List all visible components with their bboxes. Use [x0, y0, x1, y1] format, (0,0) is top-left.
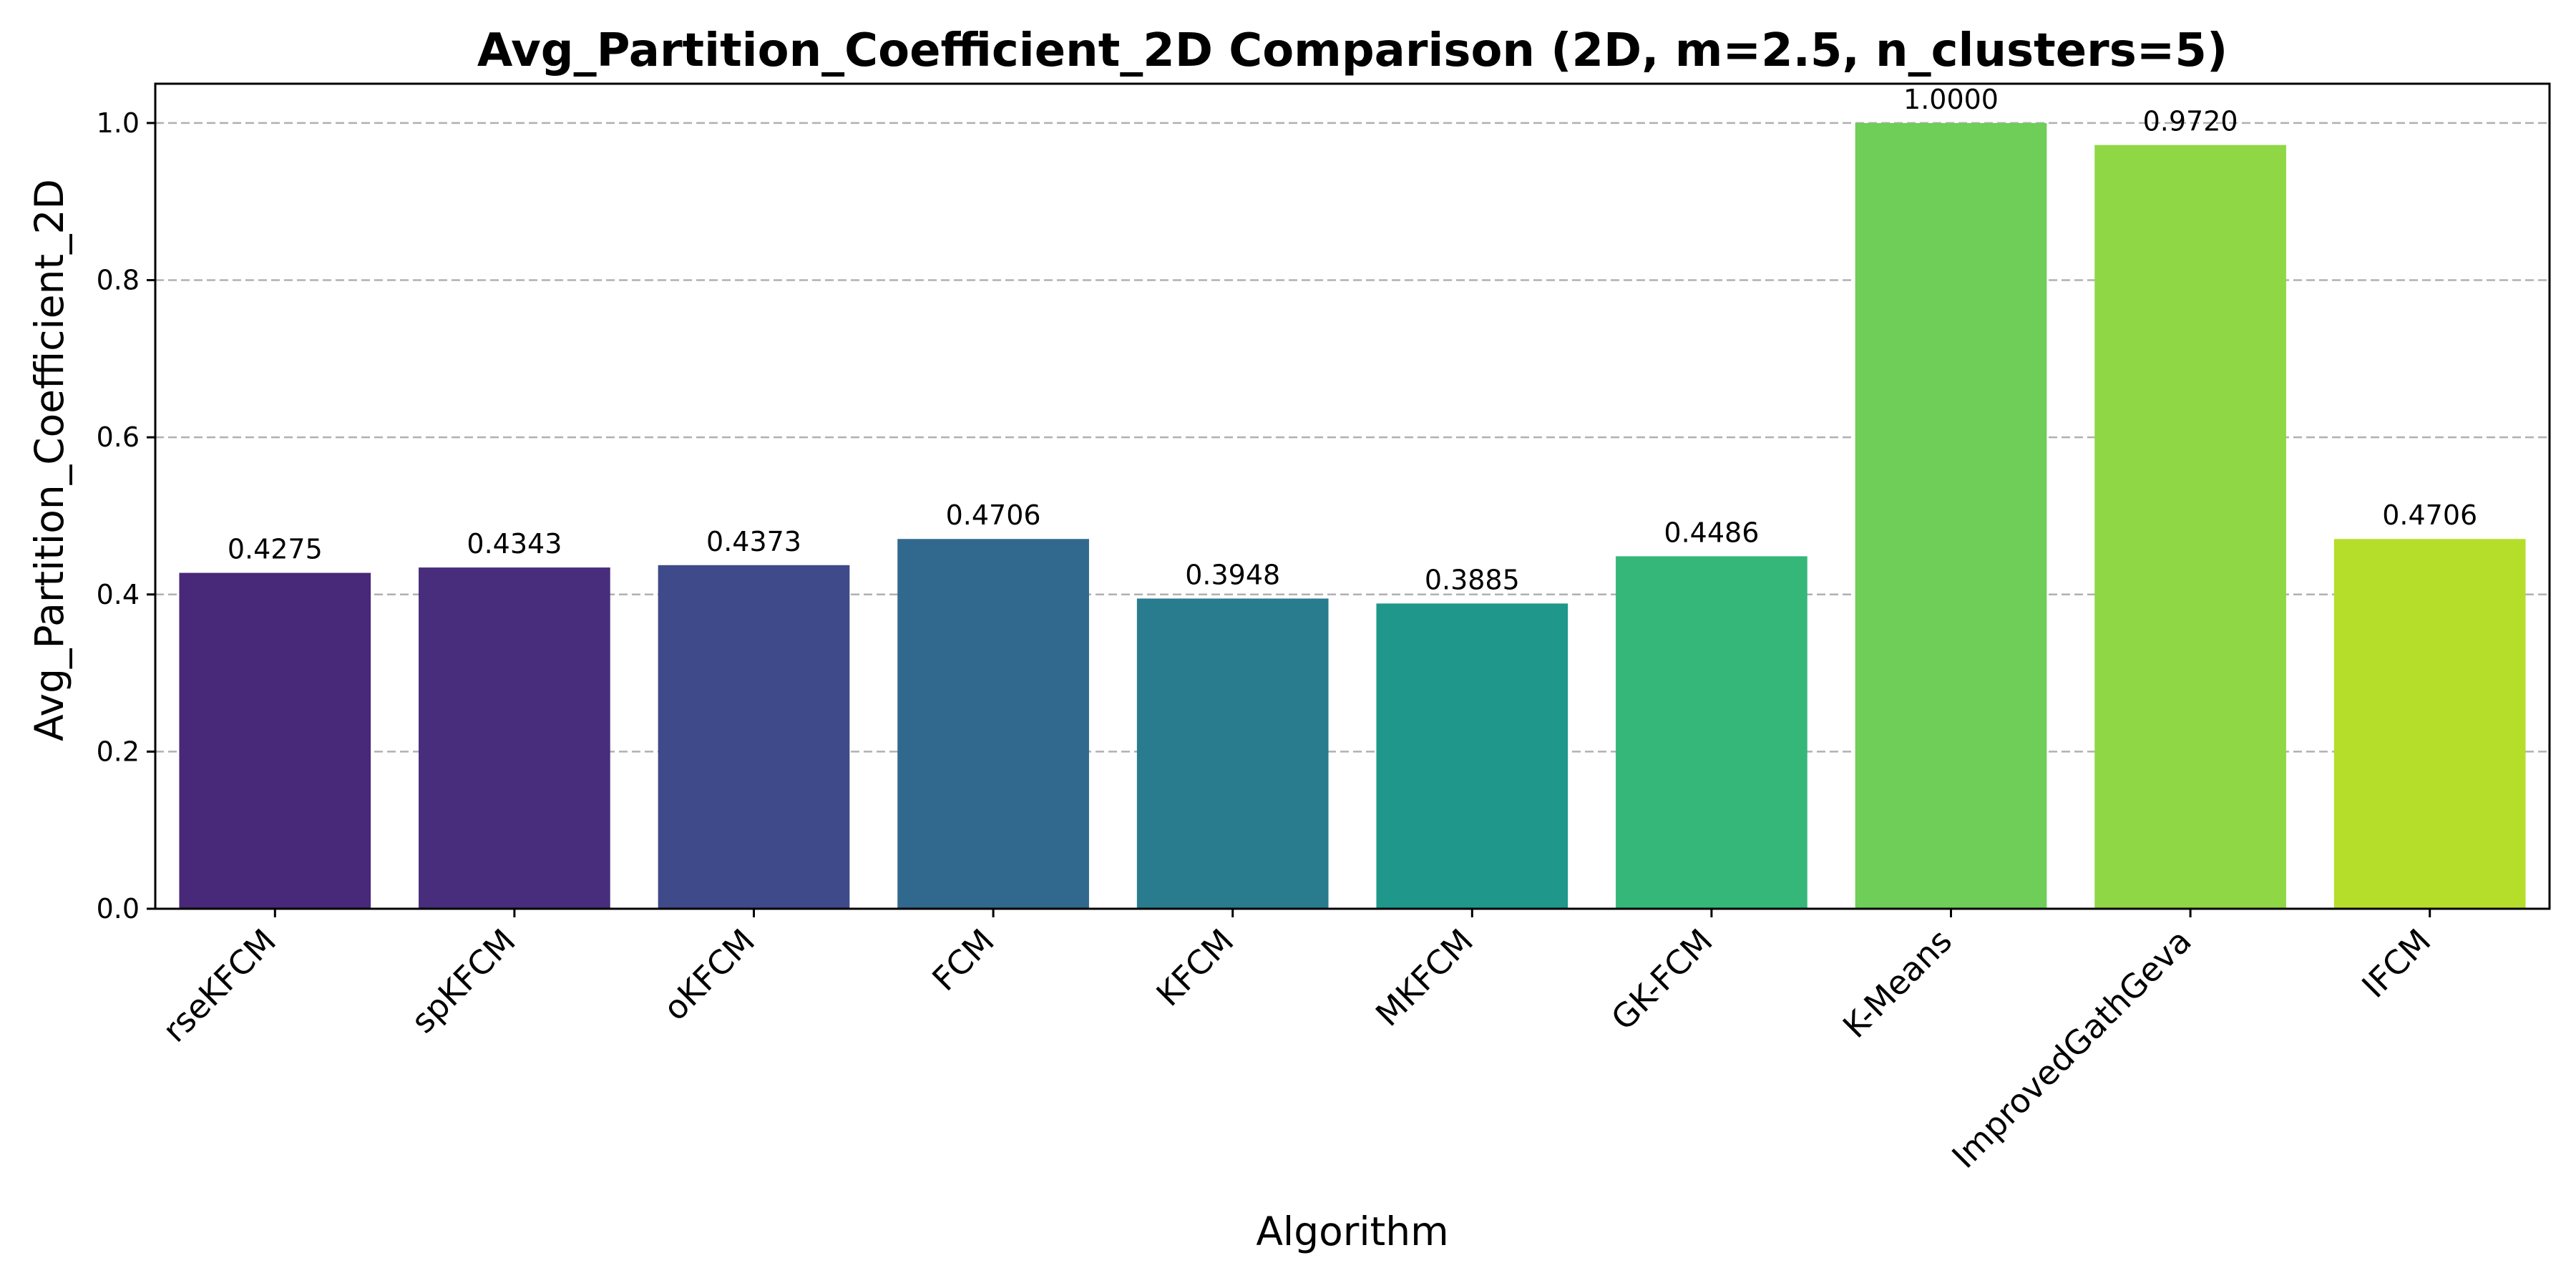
bars [179, 122, 2526, 909]
bar [179, 572, 371, 909]
bar-value-label: 0.4486 [1664, 517, 1759, 548]
y-tick-label: 0.2 [97, 736, 140, 767]
y-tick-label: 1.0 [97, 107, 140, 139]
bar [897, 539, 1089, 909]
x-axis-label: Algorithm [1256, 1209, 1448, 1254]
y-axis-ticks: 0.0 0.2 0.4 0.6 0.8 1.0 [97, 107, 155, 924]
bar-value-label: 0.4343 [467, 528, 562, 560]
bar [1616, 556, 1807, 909]
bar [2333, 539, 2526, 909]
bar-value-label: 0.4373 [706, 526, 801, 557]
bar-value-label: 0.4275 [228, 534, 323, 565]
y-tick-label: 0.8 [97, 265, 140, 296]
bar-value-label: 0.4706 [2382, 499, 2477, 531]
bar [419, 567, 610, 909]
bar-value-label: 0.4706 [946, 499, 1041, 531]
bar-value-label: 0.3948 [1185, 559, 1280, 590]
y-tick-label: 0.0 [97, 893, 140, 924]
y-tick-label: 0.4 [97, 579, 140, 610]
bar [1855, 122, 2047, 909]
y-tick-label: 0.6 [97, 421, 140, 453]
bar [2094, 145, 2286, 909]
bar-value-label: 1.0000 [1903, 84, 1999, 115]
chart-title: Avg_Partition_Coefficient_2D Comparison … [477, 24, 2228, 77]
bar-value-labels: 0.4275 0.4343 0.4373 0.4706 0.3948 0.3885 0.44… [228, 84, 2477, 595]
bar [1136, 598, 1329, 909]
bar [658, 565, 850, 909]
y-axis-label: Avg_Partition_Coefficient_2D [26, 179, 72, 741]
bar-value-label: 0.9720 [2143, 106, 2238, 137]
bar-value-label: 0.3885 [1425, 564, 1520, 595]
bar [1376, 603, 1568, 909]
plot-frame [154, 82, 2551, 910]
